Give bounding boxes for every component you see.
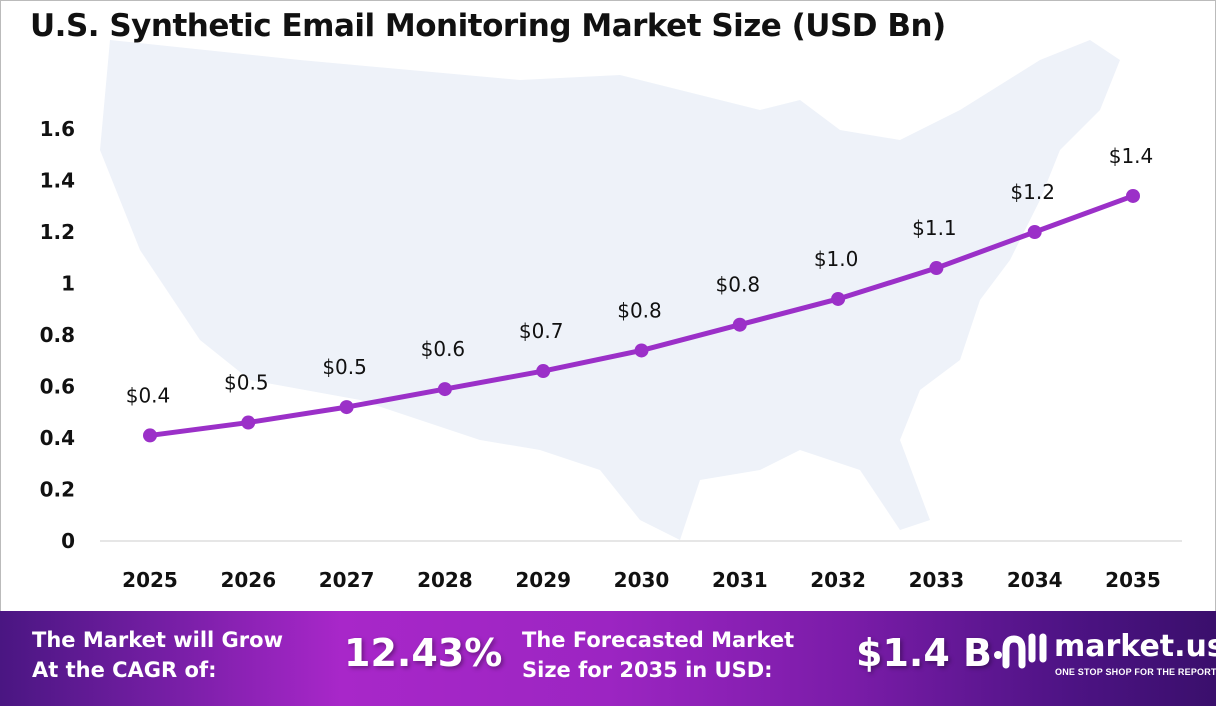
data-point — [929, 261, 944, 276]
data-point — [1126, 188, 1140, 203]
data-label: $0.5 — [224, 371, 269, 395]
cagr-text-line1: The Market will Grow — [32, 628, 283, 652]
cagr-text-line2: At the CAGR of: — [32, 658, 217, 682]
logo-icon — [994, 633, 1047, 669]
data-label: $1.1 — [912, 216, 957, 240]
x-tick-label: 2025 — [122, 568, 178, 592]
line-chart: 0 0.2 0.4 0.6 0.8 1 1.2 1.4 1.6 2025 2026 2027 2028 2… — [40, 40, 1182, 592]
footer-banner: The Market will Grow At the CAGR of: 12.… — [0, 611, 1216, 706]
data-point — [437, 382, 452, 397]
data-label: $0.8 — [716, 273, 761, 297]
x-tick-label: 2032 — [810, 568, 866, 592]
data-point — [241, 415, 256, 430]
x-tick-label: 2027 — [319, 568, 375, 592]
us-map-background — [100, 40, 1120, 540]
forecast-text-line2: Size for 2035 in USD: — [522, 658, 773, 682]
chart-title: U.S. Synthetic Email Monitoring Market S… — [30, 8, 946, 44]
data-label: $0.4 — [126, 383, 171, 407]
y-tick-label: 0.8 — [40, 323, 75, 347]
x-tick-label: 2033 — [909, 568, 965, 592]
y-tick-label: 1.6 — [40, 117, 75, 141]
logo-tagline: ONE STOP SHOP FOR THE REPORTS — [1055, 667, 1216, 677]
y-tick-label: 0.4 — [40, 426, 75, 450]
forecast-value: $1.4 B — [856, 631, 992, 675]
data-label: $1.0 — [814, 247, 859, 271]
data-point — [339, 400, 354, 415]
data-point — [143, 428, 157, 443]
data-label: $0.7 — [519, 319, 564, 343]
x-tick-label: 2029 — [515, 568, 571, 592]
y-tick-label: 1.4 — [40, 169, 75, 193]
cagr-value: 12.43% — [344, 631, 503, 675]
data-point — [634, 343, 649, 358]
data-label: $1.2 — [1010, 180, 1055, 204]
x-tick-label: 2030 — [614, 568, 670, 592]
x-tick-label: 2034 — [1007, 568, 1063, 592]
data-label: $0.8 — [617, 298, 662, 322]
data-label: $0.6 — [421, 337, 466, 361]
y-tick-label: 1.2 — [40, 220, 75, 244]
logo-name: market.us — [1054, 629, 1216, 664]
x-tick-label: 2026 — [220, 568, 276, 592]
x-tick-label: 2028 — [417, 568, 473, 592]
data-point — [536, 364, 551, 379]
data-point — [1027, 225, 1042, 239]
x-tick-label: 2035 — [1105, 568, 1161, 592]
market-us-logo: market.us ONE STOP SHOP FOR THE REPORTS — [992, 629, 1216, 678]
forecast-text-line1: The Forecasted Market — [522, 628, 795, 652]
y-tick-label: 1 — [61, 272, 75, 296]
data-label: $1.4 — [1109, 144, 1154, 168]
data-point — [831, 291, 846, 306]
x-tick-label: 2031 — [712, 568, 768, 592]
y-tick-label: 0.6 — [40, 375, 75, 399]
data-point — [732, 317, 747, 332]
y-tick-label: 0.2 — [40, 478, 75, 502]
data-label: $0.5 — [322, 355, 367, 379]
y-tick-label: 0 — [61, 529, 75, 553]
